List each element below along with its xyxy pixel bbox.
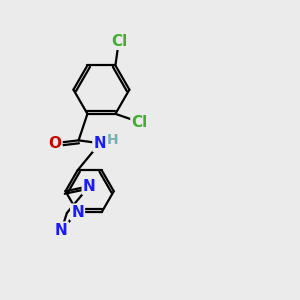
- Text: Cl: Cl: [131, 115, 148, 130]
- Text: H: H: [106, 133, 118, 147]
- Text: O: O: [49, 136, 62, 151]
- Text: N: N: [83, 179, 95, 194]
- Text: N: N: [55, 223, 68, 238]
- Text: Cl: Cl: [111, 34, 127, 49]
- Text: N: N: [71, 205, 84, 220]
- Text: N: N: [93, 136, 106, 151]
